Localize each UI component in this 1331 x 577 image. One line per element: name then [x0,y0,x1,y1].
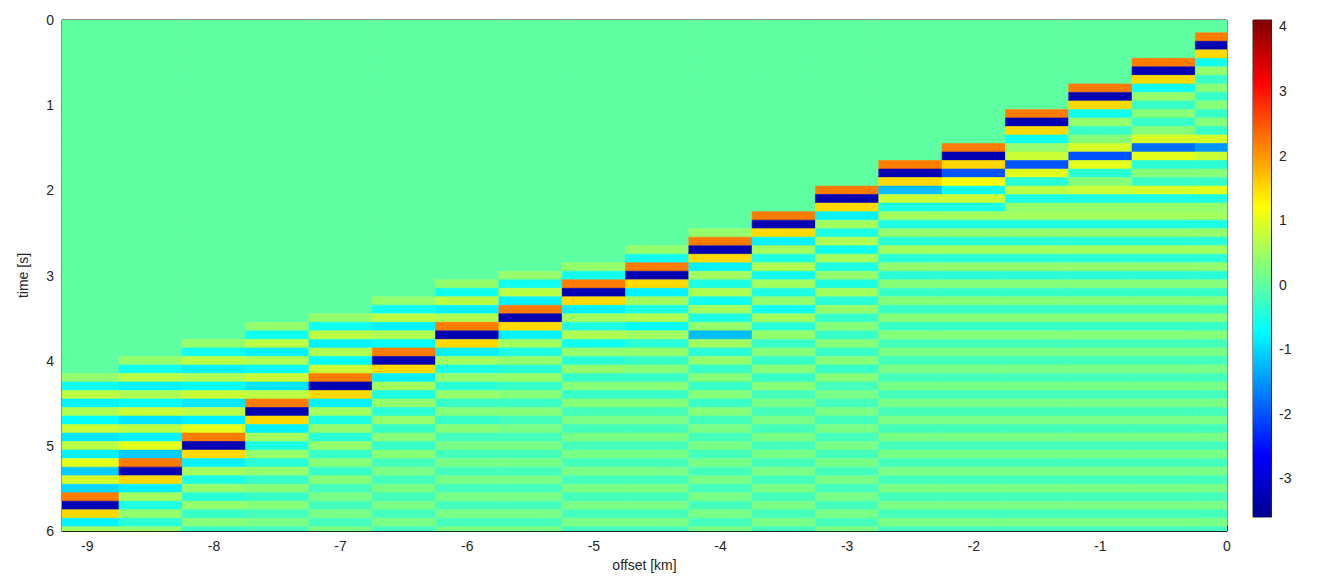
svg-text:0: 0 [46,12,54,28]
svg-text:0: 0 [1279,277,1287,293]
svg-text:5: 5 [46,438,54,454]
svg-text:-7: -7 [334,538,347,554]
svg-text:0: 0 [1223,538,1231,554]
svg-text:-1: -1 [1279,341,1292,357]
svg-text:3: 3 [46,268,54,284]
svg-text:4: 4 [46,353,54,369]
svg-text:1: 1 [46,97,54,113]
svg-text:-1: -1 [1094,538,1107,554]
svg-text:3: 3 [1279,83,1287,99]
svg-text:-2: -2 [968,538,981,554]
svg-text:2: 2 [46,182,54,198]
svg-text:-9: -9 [81,538,94,554]
svg-text:-5: -5 [588,538,601,554]
svg-text:-4: -4 [714,538,727,554]
svg-text:-6: -6 [461,538,474,554]
svg-text:-8: -8 [208,538,221,554]
svg-text:4: 4 [1279,18,1287,34]
svg-text:1: 1 [1279,212,1287,228]
svg-text:time [s]: time [s] [15,253,31,298]
svg-text:2: 2 [1279,148,1287,164]
svg-text:offset [km]: offset [km] [612,557,676,573]
svg-text:-2: -2 [1279,406,1292,422]
svg-text:-3: -3 [841,538,854,554]
svg-text:6: 6 [46,523,54,539]
svg-text:-3: -3 [1279,470,1292,486]
